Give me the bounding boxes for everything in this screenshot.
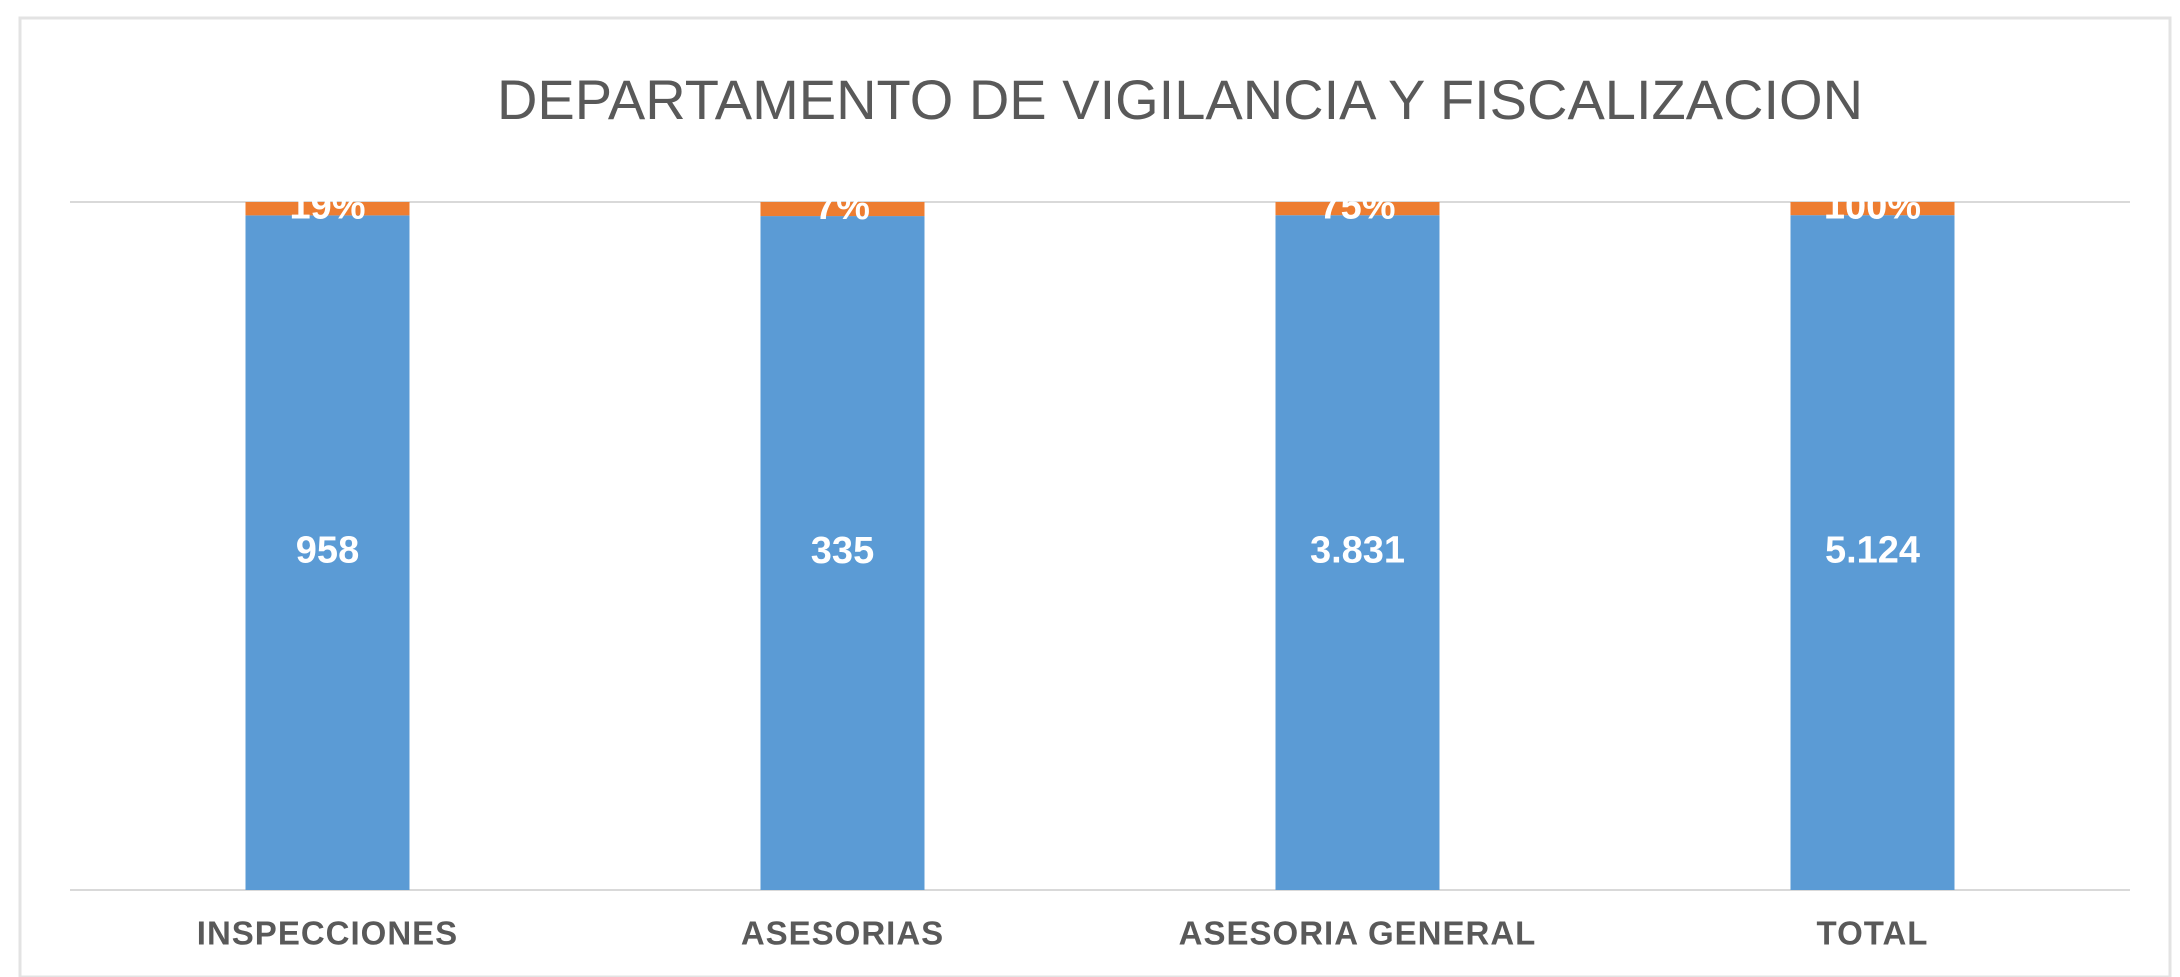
bar-segment (1275, 202, 1440, 216)
bar-segment (1790, 202, 1955, 216)
data-label: 7% (815, 186, 870, 228)
data-label: 3.831 (1310, 530, 1405, 572)
data-label: 75% (1319, 186, 1395, 228)
bar-segment (1275, 215, 1440, 890)
x-tick-label: INSPECCIONES (197, 915, 458, 952)
bar-segment (760, 202, 925, 217)
data-label: 19% (289, 186, 365, 228)
bar-segment (245, 215, 410, 890)
bar-segment (1790, 215, 1955, 890)
data-label: 958 (296, 530, 359, 572)
data-label: 5.124 (1825, 530, 1920, 572)
chart-title: DEPARTAMENTO DE VIGILANCIA Y FISCALIZACI… (497, 68, 1863, 131)
x-tick-label: TOTAL (1817, 915, 1929, 952)
data-label: 335 (811, 530, 874, 572)
x-tick-label: ASESORIA GENERAL (1179, 915, 1537, 952)
bar-segment (245, 202, 410, 216)
x-tick-label: ASESORIAS (741, 915, 944, 952)
data-label: 100% (1824, 186, 1921, 228)
bar-segment (760, 216, 925, 890)
